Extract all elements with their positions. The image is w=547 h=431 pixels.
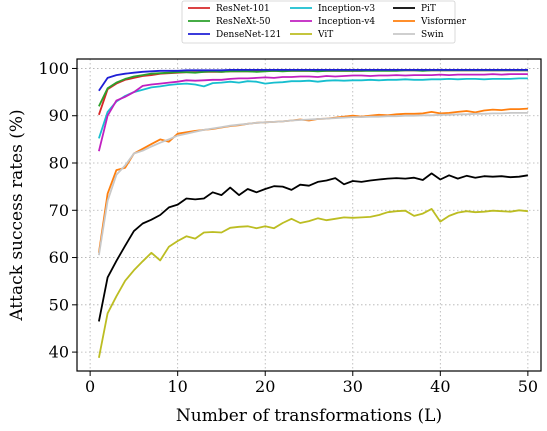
- legend-item: DenseNet-121: [188, 30, 281, 40]
- x-tick-label: 0: [85, 377, 95, 396]
- legend-label: ViT: [317, 30, 333, 40]
- y-tick-label: 80: [49, 154, 69, 173]
- legend-item: Inception-v4: [290, 17, 375, 27]
- legend-item: PiT: [393, 4, 436, 14]
- legend-item: ResNeXt-50: [188, 17, 271, 27]
- series-line-swin: [98, 112, 528, 256]
- legend-label: Visformer: [420, 17, 467, 27]
- series-group: [98, 69, 529, 358]
- series-line-vit: [98, 207, 528, 358]
- x-tick-label: 50: [518, 377, 538, 396]
- legend-label: Inception-v4: [318, 17, 375, 27]
- y-tick-label: 90: [49, 106, 69, 125]
- legend-label: DenseNet-121: [216, 30, 281, 40]
- legend-item: ResNet-101: [188, 4, 270, 14]
- series-line-inception-v4: [98, 73, 528, 152]
- series-line-resnext-50: [98, 69, 528, 107]
- x-tick-label: 30: [343, 377, 363, 396]
- grid: [77, 59, 541, 371]
- series-line-visformer: [98, 107, 528, 253]
- series-line-pit: [98, 172, 529, 322]
- y-tick-label: 50: [49, 295, 69, 314]
- axis-ticks: 0 10 20 30 40 50 40 50 60 70 80 90 100: [38, 59, 538, 396]
- x-tick-label: 40: [430, 377, 450, 396]
- series-line-densenet-121: [98, 69, 528, 92]
- legend-label: ResNeXt-50: [216, 17, 271, 27]
- x-tick-label: 20: [255, 377, 275, 396]
- y-tick-label: 100: [38, 59, 69, 78]
- y-tick-label: 70: [49, 201, 69, 220]
- y-tick-label: 60: [49, 248, 69, 267]
- legend-label: Inception-v3: [318, 4, 375, 14]
- legend-item: ViT: [290, 30, 333, 40]
- y-tick-label: 40: [49, 343, 69, 362]
- legend-label: PiT: [421, 4, 436, 14]
- legend-label: Swin: [421, 30, 444, 40]
- legend-item: Inception-v3: [290, 4, 375, 14]
- x-axis-label: Number of transformations (L): [176, 406, 442, 426]
- legend-box: [181, 0, 456, 44]
- x-tick-label: 10: [167, 377, 187, 396]
- plot-frame: [76, 58, 542, 372]
- y-axis-label: Attack success rates (%): [7, 109, 27, 321]
- legend-label: ResNet-101: [216, 4, 270, 14]
- series-line-inception-v3: [98, 77, 528, 139]
- legend-item: Swin: [393, 30, 444, 40]
- legend: ResNet-101 ResNeXt-50 DenseNet-121 Inceptio…: [181, 0, 467, 44]
- legend-item: Visformer: [393, 17, 467, 27]
